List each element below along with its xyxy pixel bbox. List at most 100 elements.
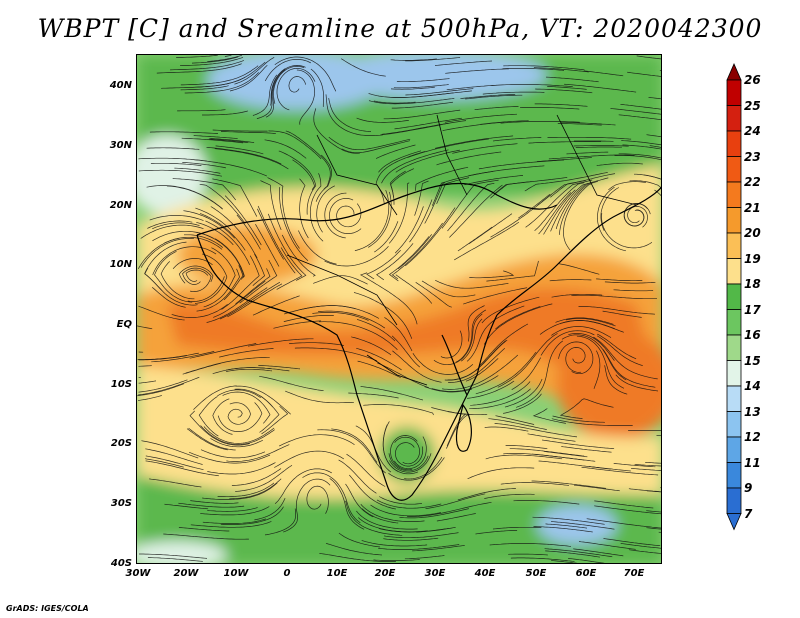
streamline [203, 247, 236, 308]
streamline [138, 376, 200, 396]
border-2 [436, 114, 468, 196]
streamline [518, 194, 551, 219]
streamline [360, 386, 423, 401]
streamline [393, 84, 449, 89]
streamline [615, 374, 659, 392]
streamline [578, 541, 636, 550]
streamline [374, 221, 399, 253]
streamline [575, 146, 622, 148]
streamline [184, 72, 259, 94]
streamline [206, 287, 268, 323]
streamline [226, 368, 273, 372]
streamline [194, 159, 268, 177]
streamline [359, 272, 418, 325]
streamline [608, 181, 647, 191]
streamline [200, 506, 270, 516]
streamline [467, 467, 535, 480]
streamline [172, 258, 213, 269]
streamline [484, 493, 535, 499]
streamline [392, 350, 442, 383]
streamline [171, 304, 228, 318]
streamline [193, 385, 237, 410]
streamline [219, 348, 274, 358]
streamline [341, 58, 386, 77]
streamline [292, 159, 315, 190]
streamline [545, 550, 600, 558]
streamline [524, 172, 608, 192]
streamline [388, 453, 429, 472]
streamline [176, 55, 218, 58]
streamline [267, 177, 300, 249]
streamline [217, 402, 263, 432]
streamline [532, 408, 566, 424]
streamline [188, 451, 271, 464]
streamline [502, 68, 565, 71]
streamline [646, 134, 661, 138]
streamline [603, 538, 661, 547]
streamline [151, 287, 186, 308]
colorbar-swatch [726, 181, 742, 208]
streamline [182, 267, 212, 292]
streamline [455, 309, 487, 363]
streamline [144, 241, 187, 291]
streamline [537, 179, 586, 206]
streamline [149, 478, 202, 488]
streamline [467, 305, 485, 342]
streamline [464, 175, 524, 186]
colorbar-swatch [726, 79, 742, 106]
streamline [544, 548, 613, 558]
streamline [341, 140, 410, 154]
streamline [317, 310, 386, 329]
streamline [220, 131, 276, 135]
streamline [145, 455, 204, 471]
streamline [254, 497, 286, 521]
streamline [150, 162, 202, 166]
streamline [149, 215, 204, 221]
streamline [634, 463, 661, 467]
lat-tick-40n: 40N [109, 80, 132, 91]
streamline [207, 55, 242, 62]
streamline [229, 65, 268, 92]
streamline [140, 238, 195, 268]
streamline [646, 490, 661, 493]
streamline [235, 385, 291, 415]
streamline [613, 463, 656, 468]
streamline [636, 55, 661, 60]
streamline [555, 182, 589, 230]
streamline [260, 180, 282, 231]
streamline [178, 265, 214, 284]
streamline [222, 391, 271, 424]
streamline [217, 389, 261, 398]
streamline [178, 527, 230, 532]
streamline [610, 108, 661, 115]
streamline [390, 58, 437, 61]
streamline [358, 517, 428, 533]
streamline [622, 144, 661, 150]
streamline [203, 426, 275, 444]
streamline [274, 450, 345, 468]
south-pale-region [137, 541, 227, 563]
streamline [207, 462, 276, 475]
streamline [516, 340, 564, 408]
streamline [152, 246, 217, 276]
streamline [196, 221, 234, 246]
streamline [500, 482, 569, 486]
streamline [383, 537, 439, 541]
colorbar-label: 12 [744, 430, 761, 444]
streamline [435, 279, 509, 289]
streamline [533, 67, 589, 73]
streamline [412, 545, 465, 552]
lon-tick-70e: 70E [623, 568, 645, 579]
streamline [210, 137, 255, 143]
streamline [346, 453, 386, 487]
streamline [578, 306, 656, 315]
streamline [468, 213, 513, 245]
streamline [573, 484, 620, 492]
streamline [594, 505, 661, 515]
streamline [535, 88, 593, 94]
streamline [412, 353, 474, 375]
streamline [500, 121, 580, 124]
streamline [395, 442, 424, 467]
streamline [189, 343, 257, 359]
streamline [561, 334, 627, 381]
